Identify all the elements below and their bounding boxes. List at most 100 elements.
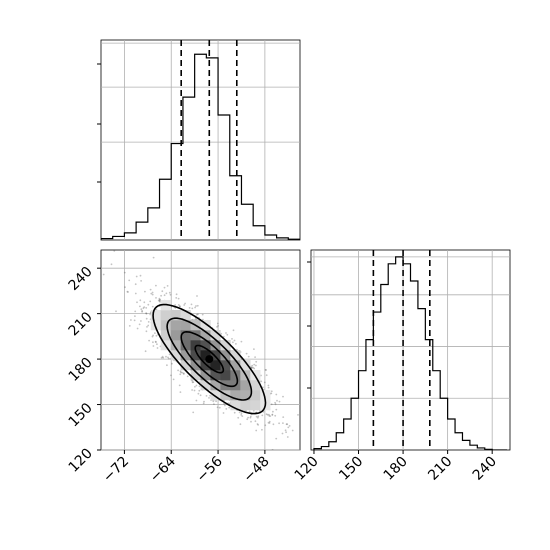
joint-point <box>197 313 199 316</box>
joint-point <box>194 385 196 388</box>
joint-point <box>168 353 171 356</box>
y-histogram-step <box>313 256 508 450</box>
joint-point <box>178 384 181 387</box>
joint-point <box>194 306 197 309</box>
joint-ytick-label-2: 180 <box>66 355 96 385</box>
joint-point <box>231 338 233 340</box>
joint-point <box>165 292 168 295</box>
joint-point <box>126 290 129 293</box>
joint-point <box>248 410 251 413</box>
joint-density-cell <box>240 360 251 371</box>
joint-point <box>239 423 242 426</box>
x-histogram-frame <box>100 39 301 241</box>
joint-point <box>240 412 243 415</box>
joint-point <box>275 408 278 411</box>
y-histogram-frame <box>310 249 511 451</box>
joint-point <box>177 297 180 300</box>
joint-density-cell <box>210 380 221 391</box>
joint-point <box>179 370 182 373</box>
joint-point <box>267 386 270 389</box>
joint-point <box>123 271 126 274</box>
joint-point <box>225 408 228 410</box>
joint-point <box>191 389 194 391</box>
joint-point <box>151 335 154 338</box>
joint-point <box>139 305 141 308</box>
joint-point <box>195 313 198 316</box>
joint-point <box>269 415 272 417</box>
joint-point <box>197 392 200 395</box>
joint-point <box>138 323 141 326</box>
joint-point <box>235 343 237 345</box>
joint-point <box>163 286 166 289</box>
joint-density-cell <box>230 360 241 371</box>
joint-point <box>124 286 126 289</box>
joint-point <box>272 449 274 450</box>
joint-point <box>155 334 158 337</box>
joint-point <box>159 299 162 302</box>
joint-density-cell <box>180 340 191 351</box>
joint-point <box>149 313 152 316</box>
joint-point <box>228 406 231 409</box>
joint-point <box>224 404 226 407</box>
joint-point <box>196 295 198 297</box>
joint-point <box>246 418 249 421</box>
joint-point <box>194 318 197 321</box>
joint-point <box>203 400 205 403</box>
joint-ytick-label-4: 240 <box>66 264 96 294</box>
x-histogram-yticks <box>97 63 101 183</box>
joint-density-cell <box>210 340 221 351</box>
joint-point <box>215 400 218 403</box>
joint-point <box>271 413 274 416</box>
joint-point <box>182 372 185 375</box>
y-histogram-xtick-label-2: 180 <box>381 454 411 484</box>
joint-point <box>159 300 161 303</box>
joint-point <box>188 307 191 309</box>
joint-point <box>166 364 168 367</box>
joint-point <box>261 414 264 417</box>
joint-point <box>145 312 148 315</box>
joint-point <box>268 420 271 423</box>
joint-point <box>133 319 136 322</box>
joint-point <box>249 416 252 419</box>
joint-density-cell <box>170 310 181 321</box>
joint-point <box>199 394 202 397</box>
joint-point <box>150 292 153 295</box>
joint-point <box>278 400 281 403</box>
joint-point <box>282 395 284 398</box>
joint-point <box>147 321 150 323</box>
joint-point <box>288 425 291 427</box>
joint-density-cell <box>200 340 211 351</box>
joint-point <box>140 320 142 322</box>
joint-point <box>261 428 263 431</box>
joint-density-cell <box>250 400 261 411</box>
joint-point <box>128 325 131 327</box>
joint-point <box>143 306 146 308</box>
joint-point <box>179 305 181 308</box>
joint-point <box>139 274 142 277</box>
joint-density-cell <box>260 390 271 401</box>
joint-point <box>260 380 263 383</box>
joint-point <box>225 332 227 334</box>
joint-xtick-label-0: −72 <box>100 454 132 486</box>
joint-density-cell <box>200 330 211 341</box>
joint-point <box>254 420 257 423</box>
joint-point <box>151 291 154 294</box>
joint-point <box>274 414 277 417</box>
joint-point <box>146 326 148 328</box>
joint-point <box>192 381 195 383</box>
y-histogram-yticks <box>307 261 311 389</box>
joint-point <box>241 415 244 417</box>
joint-point <box>247 355 250 358</box>
joint-point <box>275 437 278 440</box>
joint-contour-3 <box>152 303 267 415</box>
joint-point <box>282 422 284 424</box>
joint-point <box>265 369 267 371</box>
joint-point <box>139 299 142 302</box>
joint-point <box>198 389 201 392</box>
joint-point <box>281 432 284 435</box>
joint-point <box>266 413 269 416</box>
joint-point <box>264 369 267 371</box>
joint-point <box>110 263 113 266</box>
joint-point <box>158 298 161 301</box>
joint-density-cell <box>220 350 231 361</box>
